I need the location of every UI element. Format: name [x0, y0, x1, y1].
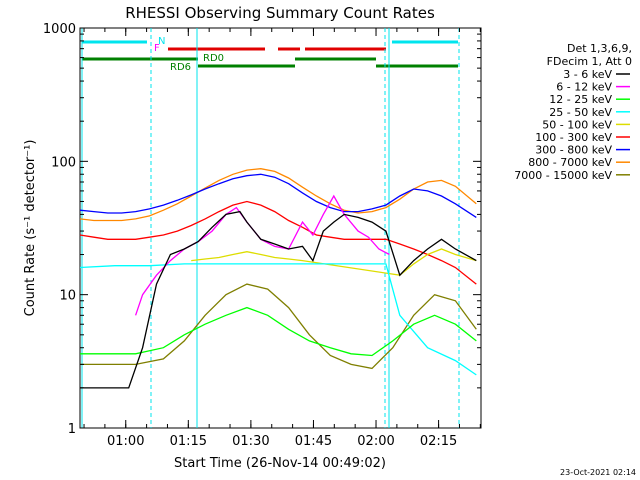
series-line-25-50-kev [79, 263, 477, 376]
flag-label-n: N [158, 36, 165, 47]
x-tick-label: 02:00 [357, 434, 394, 449]
legend-header: Det 1,3,6,9, [567, 42, 632, 55]
legend-label: 25 - 50 keV [549, 106, 612, 119]
legend-label: 3 - 6 keV [563, 68, 612, 81]
flag-label-f: F [154, 43, 160, 54]
series-line-7000-15000-kev [80, 283, 477, 370]
legend-label: 12 - 25 keV [549, 93, 612, 106]
series-line-800-7000-kev [79, 168, 477, 222]
x-tick-label: 01:30 [232, 434, 269, 449]
flag-label-rd6: RD6 [170, 62, 191, 73]
saa-markers [81, 28, 460, 428]
y-tick-label: 1000 [43, 22, 76, 37]
series-line-12-25-kev [80, 306, 477, 357]
series-layer [79, 168, 477, 389]
x-tick-label: 01:15 [170, 434, 207, 449]
x-tick-label: 02:15 [420, 434, 457, 449]
series-line-6-12-kev [134, 194, 390, 316]
x-axis-label: Start Time (26-Nov-14 00:49:02) [174, 456, 386, 471]
y-tick-label: 1 [68, 422, 76, 437]
legend-label: 800 - 7000 keV [528, 156, 612, 169]
legend-header: FDecim 1, Att 0 [547, 55, 632, 68]
series-line-50-100-kev [191, 248, 477, 276]
axis-ticks: 1 10 100 1000 01:00 01:15 01:30 01:45 02:00 02:15 [43, 22, 481, 449]
flag-bars: N F RD0 RD6 [82, 36, 458, 73]
legend: Det 1,3,6,9, FDecim 1, Att 0 3 - 6 keV6 … [514, 42, 632, 182]
legend-label: 6 - 12 keV [556, 81, 612, 94]
legend-label: 300 - 800 keV [535, 144, 612, 157]
legend-label: 7000 - 15000 keV [514, 169, 612, 182]
series-line-300-800-kev [79, 173, 477, 218]
x-tick-label: 01:00 [107, 434, 144, 449]
legend-label: 50 - 100 keV [542, 118, 612, 131]
plot-frame [79, 27, 482, 429]
footer-date: 23-Oct-2021 02:14 [560, 468, 636, 477]
y-tick-label: 100 [51, 155, 76, 170]
y-tick-label: 10 [59, 289, 76, 304]
x-tick-label: 01:45 [295, 434, 332, 449]
chart-title: RHESSI Observing Summary Count Rates [125, 4, 435, 22]
series-line-100-300-kev [79, 200, 477, 285]
series-line-3-6-kev [80, 210, 477, 389]
flag-label-rd0: RD0 [203, 53, 224, 64]
legend-label: 100 - 300 keV [535, 131, 612, 144]
y-axis-label: Count Rate (s⁻¹ detector⁻¹) [23, 140, 38, 317]
